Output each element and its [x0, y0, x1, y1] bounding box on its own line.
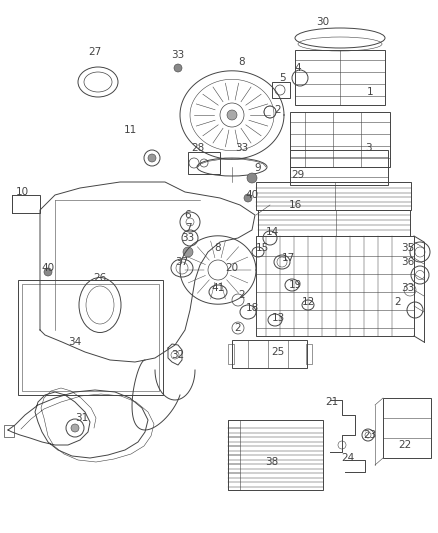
Text: 36: 36: [401, 257, 415, 267]
Circle shape: [174, 64, 182, 72]
Text: 38: 38: [265, 457, 279, 467]
Text: 16: 16: [288, 200, 302, 210]
Text: 30: 30: [316, 17, 329, 27]
Text: 28: 28: [191, 143, 205, 153]
Circle shape: [71, 424, 79, 432]
Bar: [18, 280, 163, 395]
Text: 24: 24: [341, 453, 355, 463]
Text: 27: 27: [88, 47, 102, 57]
Text: 14: 14: [265, 227, 279, 237]
Circle shape: [44, 268, 52, 276]
Text: 23: 23: [364, 430, 377, 440]
Text: 25: 25: [272, 347, 285, 357]
Text: 18: 18: [245, 303, 258, 313]
Text: 2: 2: [235, 323, 241, 333]
Text: 33: 33: [171, 50, 185, 60]
Text: 33: 33: [181, 233, 194, 243]
Text: 33: 33: [401, 283, 415, 293]
Text: 17: 17: [281, 253, 295, 263]
Bar: [306, 344, 312, 364]
Circle shape: [183, 247, 193, 257]
Text: 11: 11: [124, 125, 137, 135]
Text: 1: 1: [367, 87, 373, 97]
Text: 35: 35: [401, 243, 415, 253]
Text: 29: 29: [291, 170, 304, 180]
Bar: [290, 150, 388, 185]
Circle shape: [247, 173, 257, 183]
Circle shape: [148, 154, 156, 162]
Bar: [228, 420, 323, 490]
Bar: [228, 344, 234, 364]
Bar: [4, 425, 14, 437]
Text: 40: 40: [245, 190, 258, 200]
Bar: [272, 82, 290, 98]
Text: 2: 2: [275, 105, 281, 115]
Bar: [12, 195, 40, 213]
Text: 2: 2: [239, 290, 245, 300]
Text: 31: 31: [75, 413, 88, 423]
Text: 21: 21: [325, 397, 339, 407]
Bar: [290, 112, 390, 167]
Text: 20: 20: [226, 263, 239, 273]
Text: 9: 9: [254, 163, 261, 173]
Text: 12: 12: [301, 297, 314, 307]
Text: 32: 32: [171, 350, 185, 360]
Text: 8: 8: [239, 57, 245, 67]
Bar: [295, 50, 385, 105]
Text: 22: 22: [399, 440, 412, 450]
Text: 8: 8: [215, 243, 221, 253]
Bar: [256, 236, 414, 336]
Text: 41: 41: [212, 283, 225, 293]
Text: 15: 15: [255, 243, 268, 253]
Text: 13: 13: [272, 313, 285, 323]
Text: 2: 2: [395, 297, 401, 307]
Bar: [256, 182, 411, 210]
Circle shape: [227, 110, 237, 120]
Text: 7: 7: [185, 223, 191, 233]
Text: 34: 34: [68, 337, 81, 347]
Text: 40: 40: [42, 263, 55, 273]
Bar: [188, 152, 220, 174]
Text: 3: 3: [365, 143, 371, 153]
Text: 33: 33: [235, 143, 249, 153]
Text: 6: 6: [185, 210, 191, 220]
Text: 19: 19: [288, 280, 302, 290]
Bar: [383, 398, 431, 458]
Text: 37: 37: [175, 257, 189, 267]
Bar: [22, 284, 159, 391]
Text: 5: 5: [279, 73, 285, 83]
Circle shape: [244, 194, 252, 202]
Text: 26: 26: [93, 273, 106, 283]
Text: 4: 4: [295, 63, 301, 73]
Bar: [228, 420, 240, 490]
Bar: [258, 210, 410, 236]
Text: 10: 10: [15, 187, 28, 197]
Bar: [232, 340, 307, 368]
